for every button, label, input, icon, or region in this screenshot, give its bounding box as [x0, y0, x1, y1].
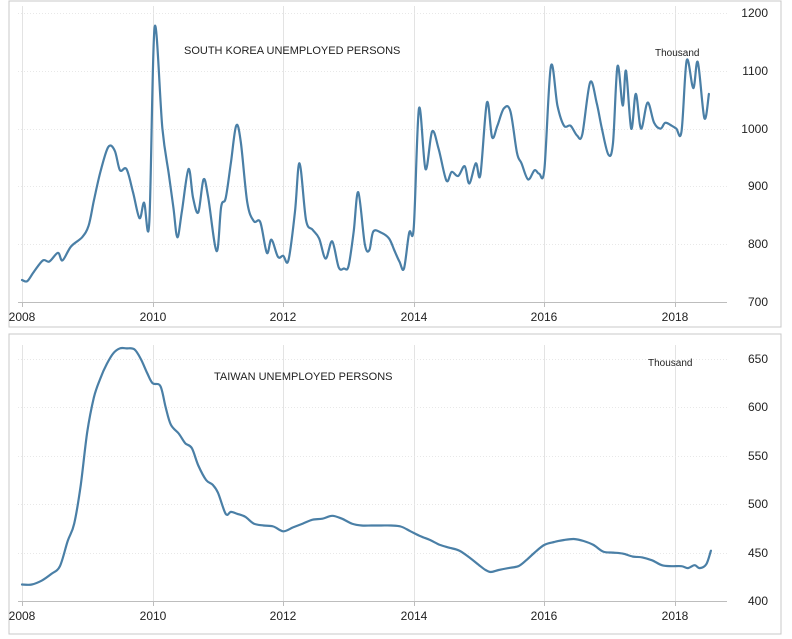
x-tick-label: 2008	[9, 609, 36, 623]
panel-frame	[8, 333, 782, 635]
panel-frame	[8, 0, 782, 328]
y-tick-label: 1200	[741, 6, 768, 20]
y-tick-label: 700	[748, 295, 768, 309]
x-tick-label: 2010	[140, 609, 167, 623]
y-tick-label: 500	[748, 497, 768, 511]
y-tick-labels: 700 800 900 1000 1100 1200	[741, 6, 768, 309]
x-tick-labels: 2008 2010 2012 2014 2016 2018	[9, 310, 689, 324]
series-line	[20, 24, 710, 283]
taiwan-chart: 2008 2010 2012 2014 2016 2018 400 450 500 550 600…	[8, 333, 782, 635]
y-tick-label: 550	[748, 449, 768, 463]
x-tick-label: 2010	[140, 310, 167, 324]
x-tick-label: 2014	[401, 609, 428, 623]
series-line	[20, 346, 712, 586]
y-tick-label: 450	[748, 546, 768, 560]
x-tick-label: 2014	[401, 310, 428, 324]
x-tick-label: 2016	[531, 609, 558, 623]
x-tick-label: 2008	[9, 310, 36, 324]
x-tick-marks	[22, 302, 676, 307]
x-tick-label: 2018	[662, 310, 689, 324]
y-tick-label: 800	[748, 237, 768, 251]
gridlines	[18, 345, 727, 601]
y-tick-label: 1100	[742, 64, 768, 78]
unit-label: Thousand	[655, 48, 699, 59]
y-tick-label: 1000	[741, 122, 768, 136]
y-tick-label: 400	[748, 594, 768, 608]
x-tick-label: 2018	[662, 609, 689, 623]
gridlines	[18, 6, 727, 302]
x-tick-label: 2012	[270, 609, 297, 623]
y-tick-label: 600	[748, 400, 768, 414]
x-tick-labels: 2008 2010 2012 2014 2016 2018	[9, 609, 689, 623]
chart-title: SOUTH KOREA UNEMPLOYED PERSONS	[184, 45, 400, 57]
x-tick-label: 2012	[270, 310, 297, 324]
x-tick-label: 2016	[531, 310, 558, 324]
chart-title: TAIWAN UNEMPLOYED PERSONS	[214, 371, 392, 383]
y-tick-label: 650	[748, 352, 768, 366]
unit-label: Thousand	[648, 358, 692, 369]
south-korea-chart: 2008 2010 2012 2014 2016 2018 700 800 900 1000 11…	[8, 0, 782, 328]
x-tick-marks	[22, 601, 676, 606]
y-tick-label: 900	[748, 179, 768, 193]
y-tick-labels: 400 450 500 550 600 650	[748, 352, 768, 608]
